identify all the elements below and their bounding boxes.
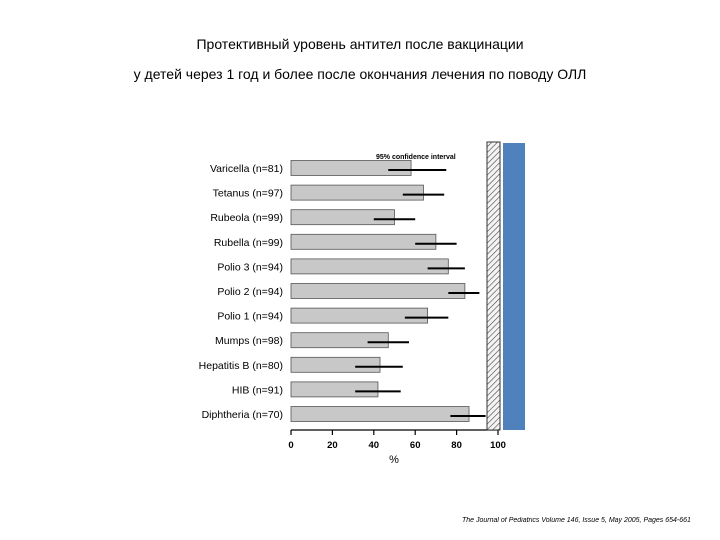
x-tick-label-0: 0 xyxy=(288,440,293,451)
category-label-5: Polio 2 (n=94) xyxy=(217,286,283,298)
bar-5 xyxy=(290,283,466,299)
category-label-1: Tetanus (n=97) xyxy=(213,188,283,200)
bar-4 xyxy=(290,258,449,275)
bar-2 xyxy=(290,209,395,226)
category-label-3: Rubella (n=99) xyxy=(214,237,283,249)
side-panel xyxy=(503,143,525,430)
category-label-10: Diphtheria (n=70) xyxy=(202,409,283,421)
category-label-6: Polio 1 (n=94) xyxy=(217,311,283,323)
bar-10 xyxy=(290,406,470,422)
x-tick-label-5: 100 xyxy=(490,440,506,451)
title-line-1: Протективный уровень антител после вакци… xyxy=(196,36,524,52)
bar-6 xyxy=(290,307,429,324)
category-label-4: Polio 3 (n=94) xyxy=(217,261,283,273)
x-tick-label-3: 60 xyxy=(410,440,421,451)
bars-layer: Varicella (n=81) Tetanus (n=97) Rubeola (n… xyxy=(199,160,486,422)
bar-0 xyxy=(290,160,412,176)
title-line-2: у детей через 1 год и более после оконча… xyxy=(133,66,587,82)
x-tick-label-4: 80 xyxy=(451,440,462,451)
x-tick-label-1: 20 xyxy=(327,440,338,451)
bar-1 xyxy=(290,184,424,201)
bar-3 xyxy=(290,233,437,250)
reference-hatched-bar xyxy=(486,141,501,431)
bar-8 xyxy=(290,356,381,373)
bar-9 xyxy=(290,381,379,398)
category-label-0: Varicella (n=81) xyxy=(210,163,283,175)
bar-7 xyxy=(290,332,389,349)
x-axis: 0 20 40 60 80 100% xyxy=(288,429,506,466)
legend-label: 95% confidence interval xyxy=(376,154,456,161)
x-tick-label-2: 40 xyxy=(369,440,380,451)
category-label-2: Rubeola (n=99) xyxy=(210,212,283,224)
category-label-7: Mumps (n=98) xyxy=(215,335,283,347)
category-label-8: Hepatitis B (n=80) xyxy=(199,360,283,372)
x-axis-label: % xyxy=(389,454,399,466)
citation: The Journal of Pediatrics Volume 146, Is… xyxy=(462,517,691,524)
category-label-9: HIB (n=91) xyxy=(232,384,283,396)
